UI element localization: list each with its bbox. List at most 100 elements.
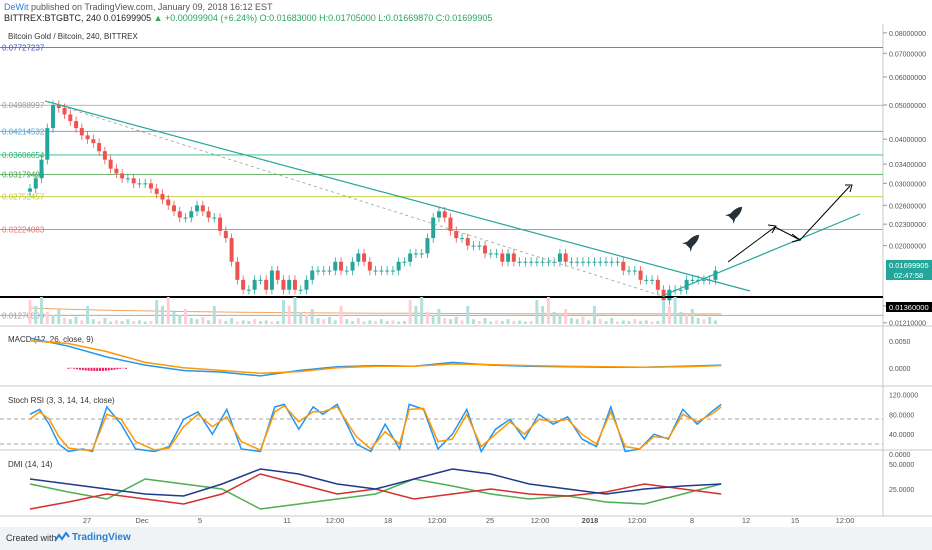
volume-bar xyxy=(690,309,694,324)
time-tick-label: 12:00 xyxy=(836,516,855,525)
fib-level-label: 0.03179493 xyxy=(2,170,45,179)
volume-bar xyxy=(126,319,130,324)
candle-body xyxy=(471,245,476,247)
volume-bar xyxy=(696,318,700,324)
candle-body xyxy=(655,279,660,290)
fib-level-label: 0.01270000 xyxy=(2,311,45,320)
candle-body xyxy=(160,193,165,200)
dashed-trend-line xyxy=(44,100,666,298)
volume-bar xyxy=(63,318,67,324)
tradingview-brand[interactable]: TradingView xyxy=(72,532,131,543)
candle-body xyxy=(615,261,620,263)
candle-body xyxy=(408,253,413,262)
stoch-tick-label: 0.0000 xyxy=(889,452,911,459)
countdown-badge xyxy=(886,270,932,280)
time-axis[interactable]: 27 Dec 5 11 12:00 18 12:00 25 12:00 2018 12:00 8 12 1… xyxy=(83,516,855,525)
volume-bar xyxy=(535,300,539,324)
macd-hist-bar xyxy=(113,367,116,370)
volume-bar xyxy=(86,306,90,324)
candle-body xyxy=(287,279,292,290)
volume-bar xyxy=(339,306,343,324)
volume-bar xyxy=(160,306,164,324)
price-change: ▲ +0.00099904 (+6.24%) xyxy=(153,13,258,23)
candle-body xyxy=(241,279,246,290)
volume-bar xyxy=(356,318,360,324)
fib-level-label: 0.03606654 xyxy=(2,151,45,160)
volume-bar xyxy=(137,320,141,324)
stoch-tick-label: 80.0000 xyxy=(889,412,914,419)
volume-bar xyxy=(662,300,666,324)
ohlc-values: O:0.01683000 H:0.01705000 L:0.01669870 C… xyxy=(259,13,493,23)
adx-line xyxy=(29,468,722,497)
chart-canvas[interactable]: Bitcoin Gold / Bitcoin, 240, BITTREX 0.0… xyxy=(0,24,932,527)
volume-bar xyxy=(28,300,32,324)
candle-body xyxy=(114,168,119,174)
candle-body xyxy=(154,188,159,194)
macd-histogram xyxy=(67,367,127,372)
price-axis[interactable]: 0.08000000 0.07000000 0.06000000 0.05000000… xyxy=(883,31,926,328)
macd-hist-bar xyxy=(73,367,76,369)
candle-body xyxy=(218,217,223,231)
macd-hist-bar xyxy=(104,367,107,371)
price-tick-label: 0.03000000 xyxy=(889,181,926,188)
price-tick-label: 0.02600000 xyxy=(889,203,926,210)
volume-bar xyxy=(460,320,464,324)
candle-body xyxy=(413,253,418,255)
volume-bar xyxy=(143,321,147,324)
candle-body xyxy=(529,261,534,263)
macd-hist-bar xyxy=(90,367,93,371)
time-tick-label: 12:00 xyxy=(428,516,447,525)
arrow-head-2 xyxy=(791,233,802,243)
candle-body xyxy=(506,253,511,262)
candle-body xyxy=(79,128,84,136)
volume-bar xyxy=(201,316,205,324)
candle-body xyxy=(120,173,125,179)
candle-body xyxy=(431,217,436,239)
volume-bar xyxy=(425,312,429,324)
candle-body xyxy=(557,253,562,262)
candle-body xyxy=(379,270,384,272)
footer: Created with TradingView xyxy=(0,527,932,550)
author-name[interactable]: DeWit xyxy=(4,2,29,12)
volume-bar xyxy=(529,321,533,324)
candle-body xyxy=(316,270,320,272)
candle-body xyxy=(373,270,378,272)
candle-body xyxy=(56,104,61,109)
macd-hist-bar xyxy=(125,367,127,369)
macd-hist-bar xyxy=(87,367,90,371)
rocket-icon xyxy=(682,234,700,252)
time-tick-label: 11 xyxy=(283,516,291,525)
volume-bar xyxy=(270,321,274,324)
volume-bar xyxy=(552,312,556,324)
candle-body xyxy=(108,159,113,169)
candle-body xyxy=(200,205,205,212)
time-tick-label: 27 xyxy=(83,516,91,525)
macd-hist-bar xyxy=(67,367,70,369)
volume-bar xyxy=(103,318,107,324)
candle-body xyxy=(483,245,488,254)
volume-bar xyxy=(616,321,620,324)
volume-bar xyxy=(218,319,222,324)
candle-body xyxy=(609,261,614,263)
volume-bar xyxy=(333,320,337,324)
macd-hist-bar xyxy=(99,367,102,372)
volume-bar xyxy=(489,321,493,324)
volume-bar xyxy=(351,321,355,324)
volume-bar xyxy=(40,297,44,324)
candle-body xyxy=(333,261,338,271)
volume-bar xyxy=(598,319,602,324)
volume-bar xyxy=(523,321,527,324)
volume-bar xyxy=(679,312,683,324)
volume-bar xyxy=(114,320,118,324)
candle-body xyxy=(598,261,603,263)
candle-body xyxy=(442,211,447,218)
volume-bar xyxy=(443,318,447,324)
candle-body xyxy=(137,183,142,185)
macd-hist-bar xyxy=(76,367,79,370)
candle-body xyxy=(344,270,349,272)
volume-bar xyxy=(281,300,285,324)
volume-bar xyxy=(385,321,389,324)
support-badge xyxy=(886,302,932,312)
candle-body xyxy=(667,289,672,301)
price-tick-label: 0.08000000 xyxy=(889,31,926,38)
